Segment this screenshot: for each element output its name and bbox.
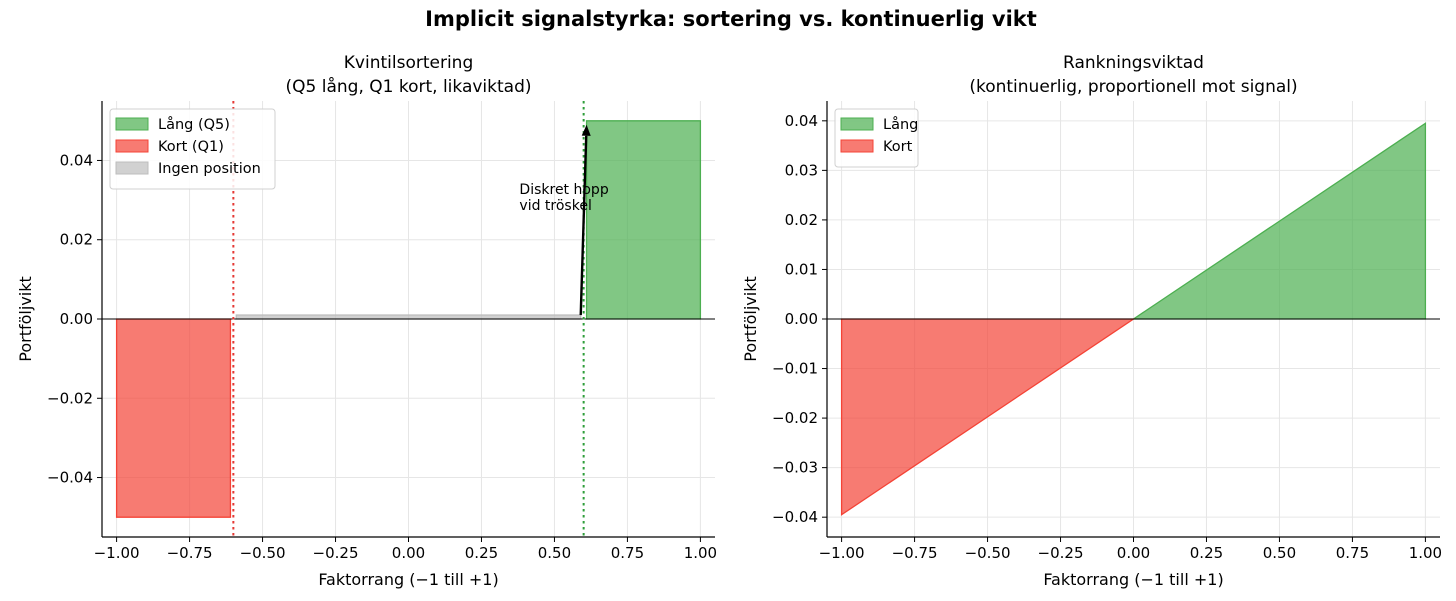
legend-swatch — [115, 117, 149, 131]
y-tick-label: −0.04 — [47, 469, 93, 487]
area-ingen-position — [235, 314, 582, 320]
x-tick-label: 0.00 — [1117, 544, 1150, 562]
x-tick-label: −0.50 — [965, 544, 1011, 562]
annotation-text: Diskret hopp — [519, 182, 608, 198]
x-tick-label: −0.25 — [313, 544, 359, 562]
chart-rank-weighted: −1.00 −0.75 −0.50 −0.25 0.00 0.25 0.50 0.75 1.00… — [741, 53, 1442, 589]
x-tick-label: −1.00 — [94, 544, 140, 562]
area-lång-q5- — [585, 120, 702, 320]
y-tick-label: 0.03 — [785, 161, 818, 179]
legend-swatch — [840, 139, 874, 153]
x-tick-label: −0.25 — [1038, 544, 1084, 562]
x-tick-label: 0.00 — [392, 544, 425, 562]
legend-label: Kort (Q1) — [158, 139, 224, 155]
x-tick-label: 0.50 — [538, 544, 571, 562]
x-tick-label: −0.50 — [240, 544, 286, 562]
chart-title: (kontinuerlig, proportionell mot signal) — [969, 77, 1297, 97]
x-tick-label: −0.75 — [167, 544, 213, 562]
x-tick-label: 0.75 — [1336, 544, 1369, 562]
y-tick-label: 0.01 — [785, 260, 818, 278]
y-tick-label: 0.00 — [60, 310, 93, 328]
legend-swatch — [115, 139, 149, 153]
chart-title: (Q5 lång, Q1 kort, likaviktad) — [286, 76, 532, 97]
annotation-arrow-head — [581, 124, 591, 136]
y-tick-label: −0.04 — [772, 508, 818, 526]
y-tick-label: −0.01 — [772, 360, 818, 378]
x-axis-label: Faktorrang (−1 till +1) — [1043, 570, 1223, 589]
annotation-arrow-shaft — [579, 135, 588, 316]
legend-label: Lång (Q5) — [158, 116, 230, 133]
y-tick-label: 0.00 — [785, 310, 818, 328]
x-tick-label: 0.75 — [611, 544, 644, 562]
figure-suptitle: Implicit signalstyrka: sortering vs. kon… — [425, 7, 1037, 31]
legend-label: Ingen position — [158, 161, 261, 177]
legend-box — [109, 108, 276, 190]
legend-swatch — [840, 117, 874, 131]
x-axis-label: Faktorrang (−1 till +1) — [318, 570, 498, 589]
y-tick-label: −0.02 — [47, 389, 93, 407]
y-axis-label: Portföljvikt — [741, 276, 760, 361]
legend-label: Kort — [883, 139, 913, 155]
chart-title: Kvintilsortering — [344, 53, 473, 73]
chart-title: Rankningsviktad — [1063, 53, 1204, 73]
area-kort-q1- — [115, 318, 232, 518]
x-tick-label: 0.25 — [465, 544, 498, 562]
legend-swatch — [115, 161, 149, 175]
y-tick-label: 0.02 — [60, 231, 93, 249]
x-tick-label: 1.00 — [1409, 544, 1442, 562]
x-tick-label: 1.00 — [684, 544, 717, 562]
y-tick-label: −0.03 — [772, 459, 818, 477]
y-axis-label: Portföljvikt — [16, 276, 35, 361]
x-tick-label: 0.25 — [1190, 544, 1223, 562]
x-tick-label: −1.00 — [819, 544, 865, 562]
x-tick-label: 0.50 — [1263, 544, 1296, 562]
annotation-text: vid tröskel — [519, 198, 591, 214]
legend-label: Lång — [883, 116, 918, 133]
y-tick-label: −0.02 — [772, 409, 818, 427]
y-tick-label: 0.04 — [785, 112, 818, 130]
y-tick-label: 0.02 — [785, 211, 818, 229]
y-tick-label: 0.04 — [60, 151, 93, 169]
x-tick-label: −0.75 — [892, 544, 938, 562]
